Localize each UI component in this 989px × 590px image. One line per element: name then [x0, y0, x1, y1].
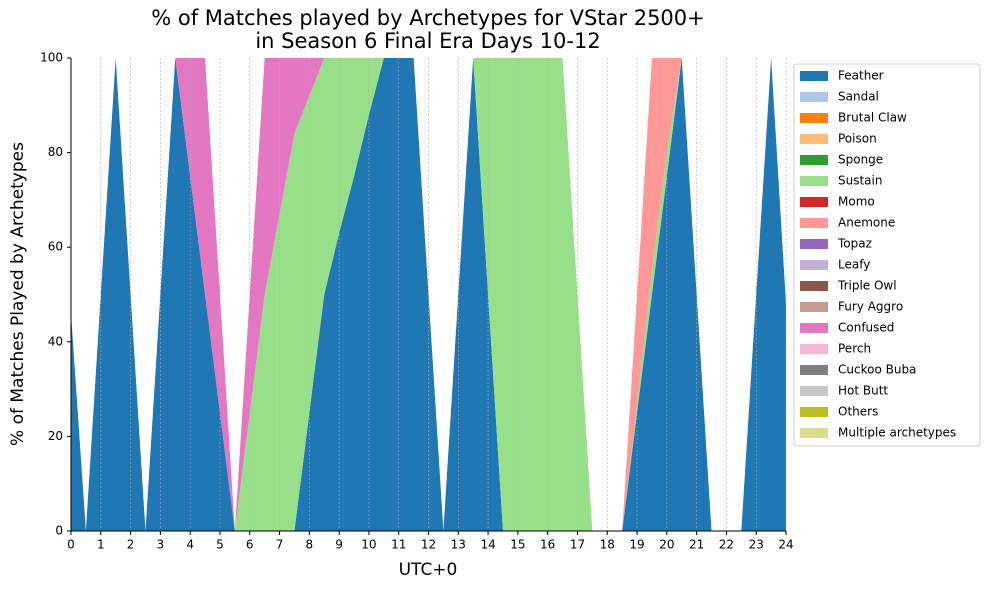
legend-swatch	[800, 176, 828, 186]
legend-swatch	[800, 407, 828, 417]
legend-swatch	[800, 365, 828, 375]
x-tick-label: 14	[480, 538, 495, 552]
x-tick-label: 23	[749, 538, 764, 552]
area	[71, 58, 786, 531]
x-tick-label: 13	[451, 538, 466, 552]
legend-label: Feather	[838, 69, 884, 83]
legend-swatch	[800, 239, 828, 249]
legend-label: Hot Butt	[838, 384, 888, 398]
x-tick-label: 5	[216, 538, 224, 552]
x-tick-label: 6	[246, 538, 254, 552]
chart-title: % of Matches played by Archetypes for VS…	[151, 6, 705, 30]
legend-swatch	[800, 113, 828, 123]
legend-swatch	[800, 218, 828, 228]
y-tick-label: 20	[48, 429, 63, 443]
legend-swatch	[800, 71, 828, 81]
legend-swatch	[800, 155, 828, 165]
x-axis-label: UTC+0	[399, 560, 458, 580]
x-tick-label: 12	[421, 538, 436, 552]
legend-swatch	[800, 428, 828, 438]
x-tick-label: 20	[659, 538, 674, 552]
y-tick-label: 60	[48, 240, 63, 254]
x-tick-label: 1	[97, 538, 105, 552]
x-tick-label: 22	[719, 538, 734, 552]
area	[71, 58, 786, 531]
chart-title: in Season 6 Final Era Days 10-12	[255, 29, 600, 53]
y-axis-label: % of Matches Played by Archetypes	[8, 142, 28, 446]
legend-swatch	[800, 260, 828, 270]
x-tick-label: 24	[778, 538, 793, 552]
legend-swatch	[800, 134, 828, 144]
legend-swatch	[800, 281, 828, 291]
y-tick-label: 0	[55, 524, 63, 538]
x-tick-label: 18	[600, 538, 615, 552]
legend-label: Sandal	[838, 90, 879, 104]
legend: Feather Sandal Brutal Claw Poison Sponge Sust…	[793, 63, 981, 447]
legend-label: Fury Aggro	[838, 300, 903, 314]
x-tick-label: 4	[186, 538, 194, 552]
legend-swatch	[800, 302, 828, 312]
legend-label: Triple Owl	[837, 279, 897, 293]
x-tick-label: 3	[157, 538, 165, 552]
legend-label: Perch	[838, 342, 871, 356]
x-tick-label: 11	[391, 538, 406, 552]
x-tick-label: 19	[629, 538, 644, 552]
x-tick-label: 17	[570, 538, 585, 552]
legend-label: Multiple archetypes	[838, 426, 956, 440]
legend-swatch	[800, 92, 828, 102]
legend-label: Anemone	[838, 216, 895, 230]
legend-label: Brutal Claw	[838, 111, 907, 125]
legend-swatch	[800, 197, 828, 207]
x-tick-label: 9	[335, 538, 343, 552]
legend-label: Sponge	[838, 153, 883, 167]
y-tick-label: 100	[40, 51, 63, 65]
y-tick-label: 40	[48, 334, 63, 348]
x-tick-label: 0	[67, 538, 75, 552]
legend-label: Poison	[838, 132, 877, 146]
legend-label: Others	[838, 405, 878, 419]
legend-swatch	[800, 323, 828, 333]
legend-label: Leafy	[838, 258, 870, 272]
legend-box	[793, 63, 981, 447]
x-tick-label: 21	[689, 538, 704, 552]
x-tick-label: 10	[361, 538, 376, 552]
legend-label: Cuckoo Buba	[838, 363, 916, 377]
legend-label: Topaz	[837, 237, 872, 251]
y-tick-label: 80	[48, 145, 63, 159]
x-tick-label: 2	[127, 538, 135, 552]
legend-label: Sustain	[838, 174, 882, 188]
x-tick-label: 16	[540, 538, 555, 552]
x-tick-label: 7	[276, 538, 284, 552]
legend-label: Confused	[838, 321, 894, 335]
x-tick-label: 15	[510, 538, 525, 552]
legend-swatch	[800, 344, 828, 354]
x-tick-label: 8	[306, 538, 314, 552]
legend-label: Momo	[838, 195, 875, 209]
legend-swatch	[800, 386, 828, 396]
